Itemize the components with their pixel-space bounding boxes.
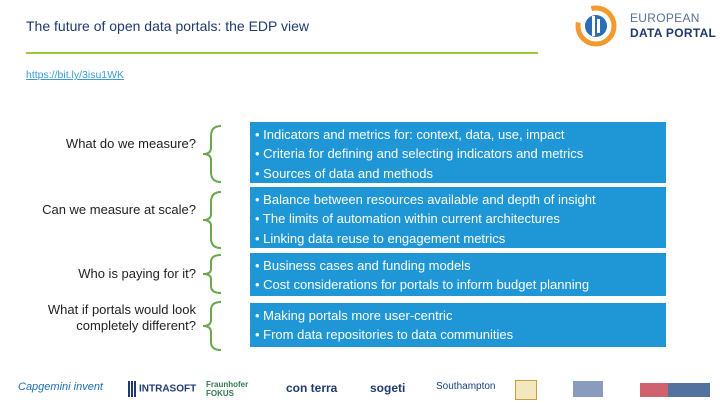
points-box-different: • Making portals more user-centric • Fro… [250, 303, 666, 347]
point-item: • Sources of data and methods [255, 165, 433, 181]
partner-logo-icon [573, 381, 603, 397]
partner-logo-icon [640, 383, 710, 397]
partner-logos: Capgemini invent INTRASOFT Fraunhofer FOK… [0, 375, 720, 405]
fraunhofer-logo-text: Fraunhofer [206, 380, 249, 389]
shortlink[interactable]: https://bit.ly/3isu1WK [26, 69, 125, 81]
point-item: • Criteria for defining and selecting in… [255, 146, 584, 162]
point-item: • The limits of automation within curren… [255, 211, 560, 227]
points-box-paying: • Business cases and funding models • Co… [250, 253, 666, 296]
partner-logo-square-icon [515, 380, 537, 400]
point-item: • Business cases and funding models [255, 258, 471, 273]
points-box-scale: • Balance between resources available an… [250, 187, 666, 248]
logo-text-data-portal: DATA PORTAL [630, 26, 717, 40]
point-item: • Balance between resources available an… [255, 192, 596, 207]
point-item: • Making portals more user-centric [255, 308, 453, 323]
fraunhofer-logo: Fraunhofer FOKUS [206, 380, 248, 398]
question-scale: Can we measure at scale? [42, 202, 196, 217]
curly-brace-icon [202, 125, 222, 183]
point-item: • From data repositories to data communi… [255, 327, 514, 343]
southampton-logo: Southampton [436, 381, 496, 392]
point-item: • Linking data reuse to engagement metri… [255, 230, 506, 246]
logo-text-european: EUROPEAN [630, 11, 700, 25]
curly-brace-icon [202, 254, 222, 294]
intrasoft-logo: INTRASOFT [128, 381, 196, 397]
title-divider [26, 52, 538, 54]
intrasoft-bars-icon [128, 381, 136, 397]
sogeti-logo: sogeti [370, 381, 406, 395]
european-data-portal-logo: EUROPEAN DATA PORTAL [572, 4, 718, 48]
curly-brace-icon [202, 301, 222, 351]
page-title: The future of open data portals: the EDP… [26, 18, 310, 34]
question-paying: Who is paying for it? [78, 266, 196, 281]
question-different: What if portals would look completely di… [47, 302, 196, 333]
question-measure: What do we measure? [65, 136, 196, 151]
fokus-logo-text: FOKUS [206, 389, 234, 398]
point-item: • Indicators and metrics for: context, d… [255, 127, 565, 142]
intrasoft-logo-text: INTRASOFT [139, 383, 197, 395]
conterra-logo: con terra [286, 381, 338, 395]
edp-logo-mark-icon [575, 5, 617, 47]
point-item: • Cost considerations for portals to inf… [255, 277, 590, 293]
points-box-measure: • Indicators and metrics for: context, d… [250, 122, 666, 183]
curly-brace-icon [202, 191, 222, 249]
capgemini-logo: Capgemini invent [18, 381, 103, 393]
